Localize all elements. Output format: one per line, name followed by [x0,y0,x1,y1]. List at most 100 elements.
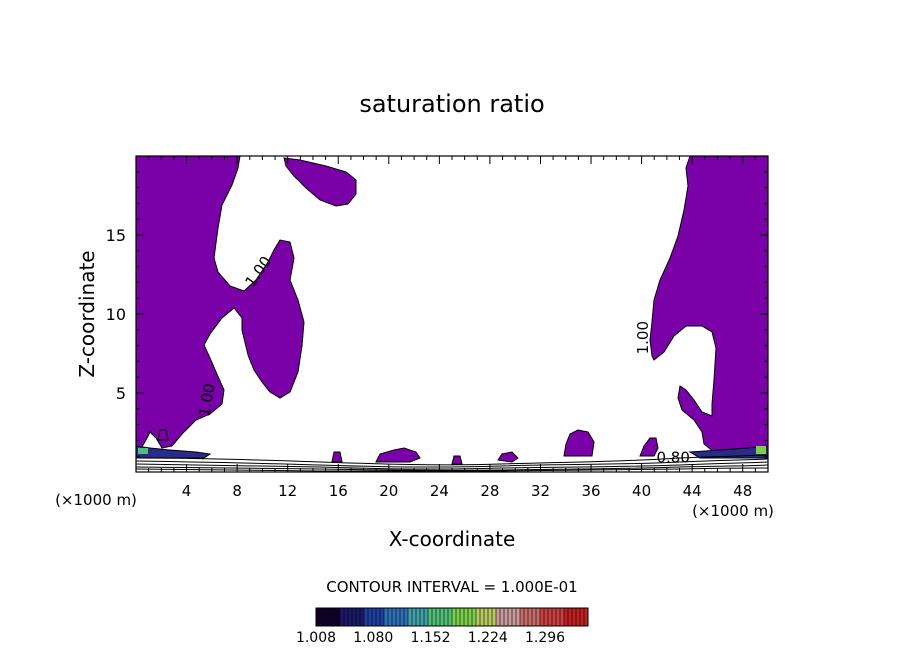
x-axis-ticks: 4 8 12 16 20 24 28 32 36 40 44 48 [148,156,756,500]
colorbar-cell [456,608,461,626]
colorbar-cell [584,608,589,626]
colorbar-cell [356,608,361,626]
region-blob-2 [157,429,169,441]
colorbar-cell [328,608,333,626]
colorbar-cell [576,608,581,626]
colorbar-cell [556,608,561,626]
colorbar-tick-label: 1.152 [410,630,450,646]
colorbar-tick-label: 1.224 [468,630,508,646]
colorbar-cell [484,608,489,626]
x-tick-label: 24 [430,482,449,500]
colorbar-cell [352,608,357,626]
x-tick-label: 20 [379,482,398,500]
contour-line [135,458,769,468]
y-axis-ticks: 5 10 15 [106,171,768,457]
x-unit-label-right: (×1000 m) [692,502,774,520]
region-bottom-left-hot [138,448,148,454]
region-upper-blob [283,157,357,207]
region-blob-25 [451,455,463,465]
colorbar-cell [560,608,565,626]
colorbar-cell [344,608,349,626]
colorbar-cell [452,608,457,626]
colorbar-cell [440,608,445,626]
region-blob-40 [639,437,659,457]
region-blob-34 [563,429,595,457]
colorbar-cell [444,608,449,626]
region-blob-20 [375,447,421,463]
colorbar-cell [504,608,509,626]
x-tick-label: 44 [683,482,702,500]
colorbar [315,607,589,627]
colorbar-cell [540,608,545,626]
colorbar-cell [360,608,365,626]
colorbar-cell [396,608,401,626]
y-tick-label: 10 [106,305,126,324]
colorbar-tick-labels: 1.008 1.080 1.152 1.224 1.296 [296,630,565,646]
colorbar-cell [376,608,381,626]
contour-interval-text: CONTOUR INTERVAL = 1.000E-01 [326,578,577,596]
colorbar-cell [416,608,421,626]
region-bottom-right-hot [756,446,766,454]
x-tick-label: 36 [581,482,600,500]
colorbar-cell [500,608,505,626]
colorbar-cell [408,608,413,626]
contour-label: 0.80 [656,449,689,467]
colorbar-cell [468,608,473,626]
colorbar-cell [536,608,541,626]
x-axis-label: X-coordinate [389,527,516,551]
colorbar-cell [392,608,397,626]
colorbar-cell [472,608,477,626]
colorbar-tick-label: 1.008 [296,630,336,646]
x-tick-label: 48 [733,482,752,500]
plot-area: 1.001.001.000.80 4 8 12 16 20 24 28 32 36 40 44 48 … [106,155,769,500]
colorbar-cell [332,608,337,626]
x-tick-label: 28 [480,482,499,500]
x-tick-label: 40 [632,482,651,500]
colorbar-cell [316,608,321,626]
y-axis-label: Z-coordinate [75,250,99,377]
colorbar-cell [532,608,537,626]
colorbar-cell [548,608,553,626]
colorbar-cell [460,608,465,626]
contour-label: 1.00 [195,382,219,418]
colorbar-cell [432,608,437,626]
contour-label: 1.00 [634,321,652,354]
region-blob-16 [331,451,343,463]
colorbar-cell [372,608,377,626]
colorbar-cell [384,608,389,626]
colorbar-cell [320,608,325,626]
colorbar-cell [508,608,513,626]
x-tick-label: 32 [531,482,550,500]
region-right-column [649,155,769,453]
colorbar-cell [428,608,433,626]
colorbar-tick-label: 1.296 [525,630,565,646]
colorbar-cell [364,608,369,626]
colorbar-cell [496,608,501,626]
colorbar-cell [368,608,373,626]
colorbar-cell [580,608,585,626]
saturation-regions [135,155,769,465]
colorbar-cell [480,608,485,626]
colorbar-cell [520,608,525,626]
colorbar-cell [568,608,573,626]
colorbar-cell [516,608,521,626]
x-tick-label: 4 [182,482,192,500]
y-tick-label: 15 [106,226,126,245]
x-unit-label-left: (×1000 m) [55,491,137,509]
colorbar-cell [572,608,577,626]
colorbar-cell [388,608,393,626]
colorbar-tick-label: 1.080 [353,630,393,646]
x-tick-label: 8 [232,482,242,500]
colorbar-cell [348,608,353,626]
colorbar-cell [524,608,529,626]
colorbar-cell [404,608,409,626]
colorbar-cell [552,608,557,626]
colorbar-cell [544,608,549,626]
colorbar-cell [412,608,417,626]
colorbar-cell [436,608,441,626]
colorbar-cell [564,608,569,626]
colorbar-cell [400,608,405,626]
colorbar-cell [488,608,493,626]
colorbar-frame [315,607,589,627]
